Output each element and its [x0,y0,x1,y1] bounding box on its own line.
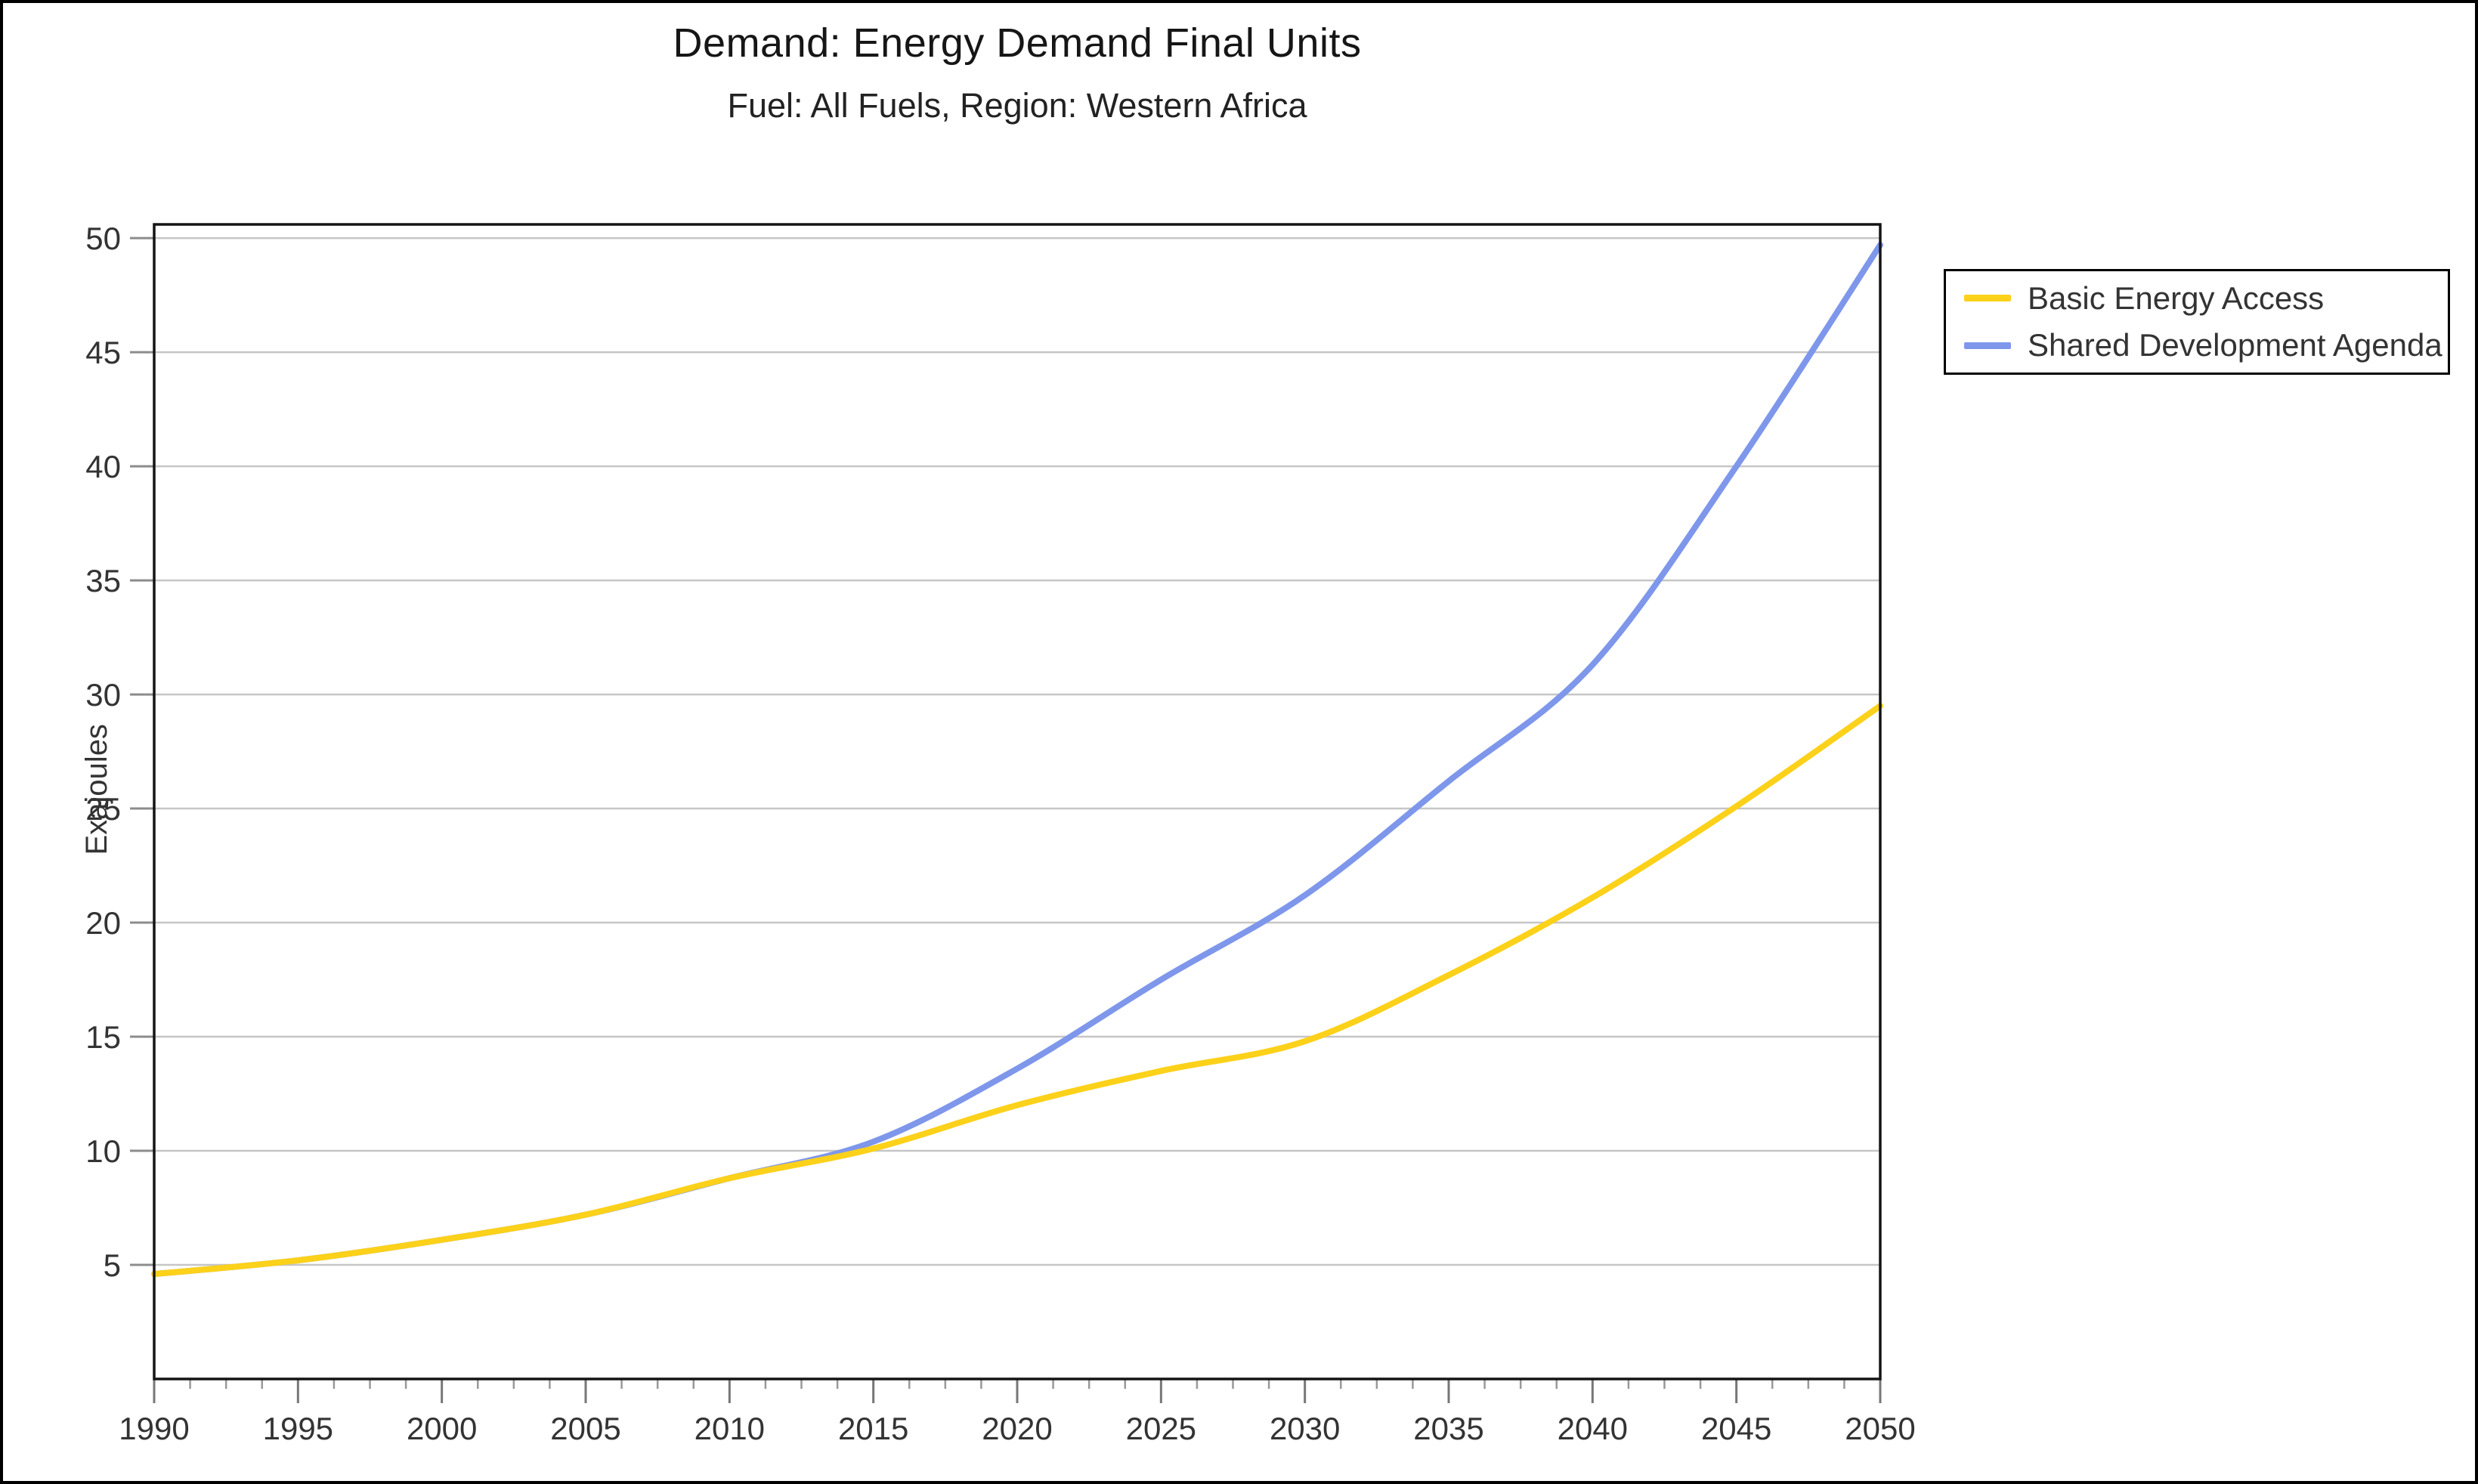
y-tick-label: 5 [104,1247,121,1283]
y-tick-label: 15 [85,1019,121,1055]
x-tick-label: 2025 [1126,1411,1196,1446]
x-axis-ticks: 1990 1995 2000 2005 2010 2015 2020 2025 2030 2035… [119,1379,1916,1446]
chart-header: Demand: Energy Demand Final Units Fuel: … [154,20,1880,125]
y-tick-label: 30 [85,677,121,713]
y-tick-label: 10 [85,1133,121,1169]
x-tick-label: 2020 [982,1411,1052,1446]
y-tick-label: 35 [85,563,121,598]
chart-subtitle: Fuel: All Fuels, Region: Western Africa [727,86,1307,125]
y-gridlines: 5 10 15 20 25 30 35 40 45 50 [85,221,1880,1283]
plot-border [153,223,1882,1380]
x-tick-label: 2050 [1845,1411,1915,1446]
x-tick-label: 2015 [838,1411,908,1446]
x-tick-label: 1990 [119,1411,189,1446]
y-tick-label: 40 [85,449,121,484]
legend-swatch-blue-line [1964,342,2011,349]
y-tick-label: 20 [85,905,121,941]
x-tick-label: 1995 [263,1411,333,1446]
x-tick-label: 2000 [407,1411,477,1446]
series-line-basic-energy-access [151,703,1883,1278]
legend-swatch-yellow-line [1964,295,2011,302]
x-tick-label: 2035 [1413,1411,1483,1446]
x-tick-label: 2010 [695,1411,765,1446]
legend: Basic Energy Access Shared Development A… [1944,269,2450,375]
x-tick-label: 2040 [1558,1411,1628,1446]
series-line-shared-development-agenda [151,242,1883,1278]
legend-item-shared-development-agenda: Shared Development Agenda [1964,327,2448,363]
x-tick-label: 2030 [1270,1411,1340,1446]
legend-label: Basic Energy Access [2028,280,2325,316]
chart-title: Demand: Energy Demand Final Units [673,20,1362,66]
y-tick-label: 50 [85,221,121,256]
y-tick-label: 25 [85,791,121,827]
x-tick-label: 2005 [550,1411,620,1446]
legend-label: Shared Development Agenda [2028,327,2442,363]
x-tick-label: 2045 [1701,1411,1771,1446]
y-tick-label: 45 [85,335,121,370]
legend-item-basic-energy-access: Basic Energy Access [1964,280,2448,316]
